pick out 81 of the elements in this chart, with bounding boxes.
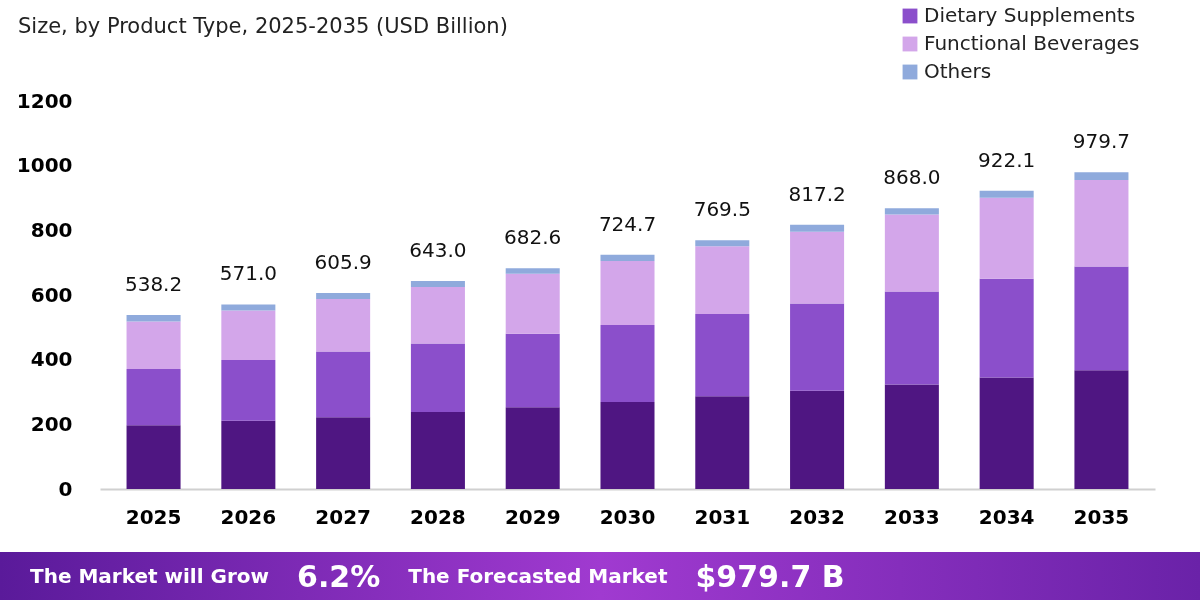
total-label: 538.2 (124, 271, 183, 296)
x-tick-label: 2030 (599, 504, 656, 529)
x-tick-label: 2026 (220, 504, 277, 529)
y-tick-label: 200 (30, 411, 73, 436)
bar (884, 208, 939, 215)
bar (600, 254, 655, 262)
total-label: 682.6 (504, 225, 562, 250)
bar (979, 377, 1034, 489)
total-label: 979.7 (1072, 129, 1131, 154)
bar (790, 390, 845, 489)
chart-subtitle: Size, by Product Type, 2025-2035 (USD Billion) (18, 14, 508, 38)
x-tick-label: 2027 (315, 504, 371, 529)
bar (505, 273, 560, 334)
y-tick-label: 800 (30, 217, 73, 242)
bar (505, 407, 560, 489)
x-tick-label: 2031 (694, 504, 751, 529)
text: 6.2% (297, 558, 381, 594)
bar (790, 303, 845, 391)
bar (1074, 370, 1129, 489)
total-label: 868.0 (883, 165, 941, 190)
x-tick-label: 2035 (1073, 504, 1130, 529)
bar (1074, 266, 1129, 371)
bar (316, 293, 371, 299)
y-tick-label: 400 (30, 347, 73, 372)
x-tick-label: 2029 (504, 504, 561, 529)
bar (126, 321, 181, 370)
bar (600, 261, 655, 326)
legend-label: Others (924, 59, 992, 83)
bar (316, 351, 371, 418)
bar (695, 246, 750, 315)
bar (126, 314, 181, 322)
bar (979, 278, 1034, 378)
total-label: 724.7 (598, 211, 657, 236)
bar (695, 240, 750, 247)
total-label: 922.1 (978, 147, 1036, 172)
bar (695, 314, 750, 397)
bar (505, 333, 560, 408)
bar (410, 343, 465, 413)
bar (410, 281, 465, 287)
total-label: 817.2 (788, 181, 846, 206)
total-label: 571.0 (219, 261, 277, 286)
bar (1074, 179, 1129, 267)
bar (410, 412, 465, 489)
total-label: 643.0 (409, 238, 467, 263)
x-tick-label: 2032 (789, 504, 845, 529)
bar (221, 420, 276, 489)
x-tick-label: 2034 (978, 504, 1035, 529)
bar (221, 359, 276, 421)
bar (126, 425, 181, 489)
y-tick-label: 0 (58, 476, 73, 501)
x-tick-label: 2033 (884, 504, 940, 529)
bar (884, 384, 939, 489)
text: The Forecasted Market (408, 564, 668, 588)
text: $979.7 B (695, 558, 845, 594)
y-tick-label: 600 (30, 282, 73, 307)
bar (884, 291, 939, 385)
bar (979, 197, 1034, 279)
bar (1074, 172, 1129, 180)
bar (979, 190, 1034, 198)
text: The Market will Grow (30, 564, 270, 588)
bar (505, 268, 560, 274)
bar (221, 304, 276, 311)
bar (600, 325, 655, 403)
total-label: 605.9 (314, 250, 372, 275)
bar (790, 231, 845, 304)
bar (316, 417, 371, 489)
y-tick-label: 1200 (16, 88, 73, 113)
bar (410, 286, 465, 344)
bar (126, 369, 181, 426)
x-tick-label: 2025 (125, 504, 182, 529)
bar (316, 298, 371, 352)
bar (884, 214, 939, 292)
bar (790, 224, 845, 232)
x-tick-label: 2028 (410, 504, 466, 529)
total-label: 769.5 (693, 197, 751, 222)
legend-label: Functional Beverages (924, 31, 1140, 55)
legend-label: Dietary Supplements (924, 3, 1136, 27)
bar (600, 402, 655, 489)
bar (695, 396, 750, 489)
bar (221, 310, 276, 360)
y-tick-label: 1000 (16, 153, 73, 178)
